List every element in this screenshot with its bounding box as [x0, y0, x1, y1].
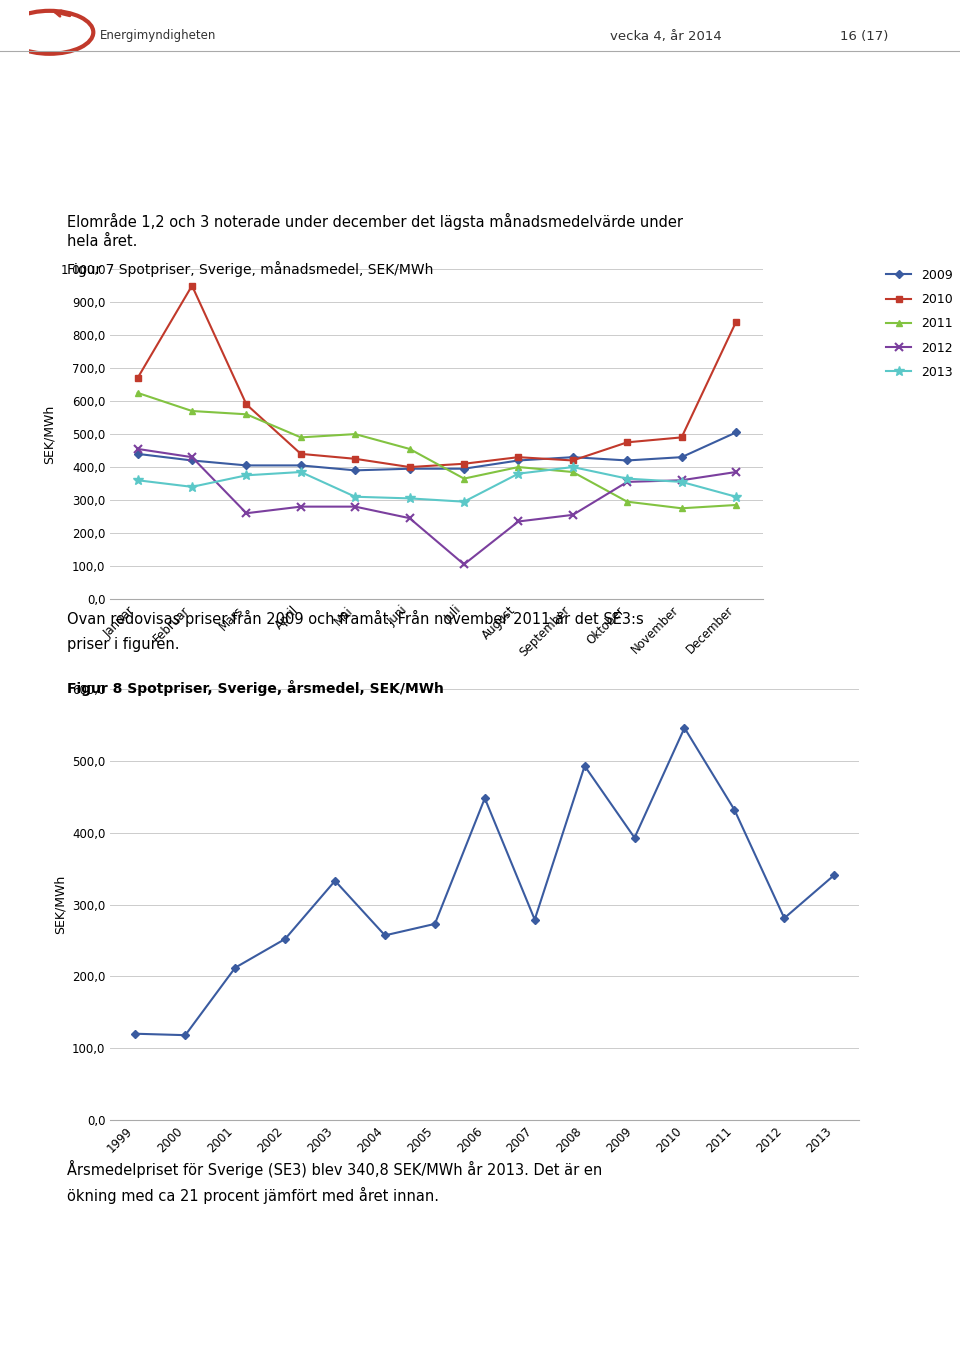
- 2010: [458, 456, 469, 472]
- 2010: [731, 314, 742, 330]
- Text: Elområde 1,2 och 3 noterade under december det lägsta månadsmedelvärde under
hel: Elområde 1,2 och 3 noterade under decemb…: [67, 213, 684, 249]
- 2009: [404, 460, 416, 476]
- 2013: [731, 489, 742, 505]
- 2009: [621, 452, 633, 468]
- Line: 2011: 2011: [134, 389, 739, 511]
- 2010: [241, 396, 252, 412]
- 2013: [513, 466, 524, 482]
- Text: 16 (17): 16 (17): [840, 30, 888, 43]
- 2011: [567, 464, 579, 481]
- 2010: [513, 450, 524, 466]
- 2011: [295, 429, 306, 446]
- 2013: [458, 494, 469, 510]
- 2010: [567, 452, 579, 468]
- Line: 2013: 2013: [132, 462, 741, 506]
- 2013: [567, 459, 579, 475]
- Text: Energimyndigheten: Energimyndigheten: [100, 28, 217, 42]
- 2009: [186, 452, 198, 468]
- Text: Figur 7 Spotpriser, Sverige, månadsmedel, SEK/MWh: Figur 7 Spotpriser, Sverige, månadsmedel…: [67, 261, 434, 277]
- 2013: [186, 479, 198, 495]
- 2011: [458, 471, 469, 487]
- 2013: [295, 464, 306, 481]
- Text: Årsmedelpriset för Sverige (SE3) blev 340,8 SEK/MWh år 2013. Det är en: Årsmedelpriset för Sverige (SE3) blev 34…: [67, 1160, 603, 1178]
- 2011: [621, 494, 633, 510]
- Text: vecka 4, år 2014: vecka 4, år 2014: [610, 30, 721, 43]
- 2010: [295, 446, 306, 462]
- 2011: [241, 406, 252, 423]
- 2009: [349, 462, 361, 478]
- 2013: [676, 474, 687, 490]
- Text: Ovan redovisas priser från 2009 och framåt. Från november 2011 är det SE3:s: Ovan redovisas priser från 2009 och fram…: [67, 610, 644, 627]
- 2011: [186, 402, 198, 419]
- 2010: [349, 451, 361, 467]
- 2011: [404, 441, 416, 458]
- 2012: [458, 556, 469, 572]
- 2012: [731, 464, 742, 481]
- 2009: [295, 458, 306, 474]
- 2012: [567, 507, 579, 524]
- Y-axis label: SEK/MWh: SEK/MWh: [54, 875, 66, 934]
- 2013: [241, 467, 252, 483]
- Text: ökning med ca 21 procent jämfört med året innan.: ökning med ca 21 procent jämfört med åre…: [67, 1187, 439, 1205]
- 2010: [404, 459, 416, 475]
- Legend: 2009, 2010, 2011, 2012, 2013: 2009, 2010, 2011, 2012, 2013: [886, 269, 952, 378]
- 2012: [186, 450, 198, 466]
- 2013: [132, 472, 143, 489]
- Text: priser i figuren.: priser i figuren.: [67, 637, 180, 651]
- 2009: [241, 458, 252, 474]
- 2013: [349, 489, 361, 505]
- 2011: [349, 425, 361, 441]
- 2011: [513, 459, 524, 475]
- 2010: [132, 370, 143, 386]
- 2012: [241, 505, 252, 521]
- 2011: [676, 501, 687, 517]
- 2009: [731, 424, 742, 440]
- Text: Figur 8 Spotpriser, Sverige, årsmedel, SEK/MWh: Figur 8 Spotpriser, Sverige, årsmedel, S…: [67, 680, 444, 696]
- 2012: [513, 513, 524, 529]
- 2013: [404, 490, 416, 506]
- 2009: [132, 446, 143, 462]
- 2010: [676, 429, 687, 446]
- 2010: [186, 277, 198, 293]
- 2010: [621, 435, 633, 451]
- 2012: [295, 498, 306, 514]
- 2012: [621, 474, 633, 490]
- 2012: [132, 441, 143, 458]
- Line: 2012: 2012: [133, 444, 740, 568]
- 2013: [621, 471, 633, 487]
- 2012: [349, 498, 361, 514]
- 2009: [458, 460, 469, 476]
- Y-axis label: SEK/MWh: SEK/MWh: [42, 404, 56, 464]
- Line: 2010: 2010: [134, 283, 739, 470]
- 2009: [676, 450, 687, 466]
- 2012: [676, 472, 687, 489]
- 2009: [513, 452, 524, 468]
- 2012: [404, 510, 416, 526]
- Line: 2009: 2009: [134, 429, 739, 474]
- 2009: [567, 450, 579, 466]
- 2011: [132, 385, 143, 401]
- 2011: [731, 497, 742, 513]
